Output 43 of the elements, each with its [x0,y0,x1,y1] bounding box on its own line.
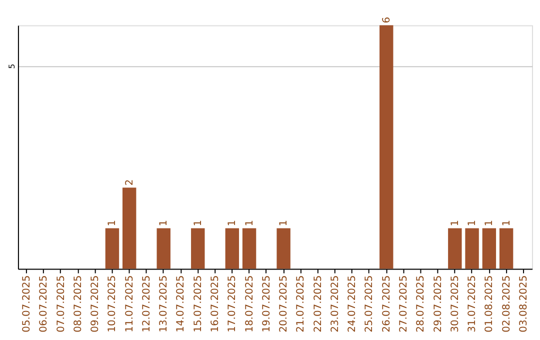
x-tick-label: 03.08.2025 [518,275,530,332]
x-tick-label: 26.07.2025 [381,275,392,332]
x-tick-label: 21.07.2025 [296,275,307,332]
x-tick-label: 08.07.2025 [72,275,84,332]
x-tick-label: 02.08.2025 [501,275,512,332]
x-tick-label: 28.07.2025 [416,275,427,332]
x-tick-label: 13.07.2025 [158,275,170,332]
x-tick-label: 16.07.2025 [210,275,222,332]
data-label: 1 [244,220,256,226]
x-tick-label: 20.07.2025 [278,275,290,332]
x-tick-label: 23.07.2025 [330,275,341,332]
data-label: 1 [278,220,290,226]
x-tick-label: 15.07.2025 [192,275,204,332]
x-tick-label: 19.07.2025 [261,275,272,332]
data-label: 1 [227,220,238,226]
x-tick-label: 12.07.2025 [141,275,152,332]
y-tick-label: 5 [7,64,16,69]
data-label: 2 [124,179,136,186]
x-tick-label: 07.07.2025 [56,275,67,332]
x-tick-label: 31.07.2025 [467,275,478,332]
x-tick-label: 17.07.2025 [227,275,238,332]
data-label: 1 [450,220,461,226]
x-tick-label: 09.07.2025 [90,275,102,332]
data-label: 1 [484,220,496,226]
x-tick-label: 14.07.2025 [176,275,187,332]
data-label: 1 [107,220,118,226]
data-label: 1 [192,220,204,226]
data-label: 1 [501,220,512,226]
data-label: 6 [381,16,392,24]
x-tick-label: 10.07.2025 [107,275,118,332]
x-tick-label: 30.07.2025 [450,275,461,332]
x-tick-label: 05.07.2025 [22,275,33,332]
x-tick-label: 29.07.2025 [432,275,444,332]
data-label: 1 [158,220,170,226]
x-tick-label: 11.07.2025 [124,275,136,332]
x-tick-label: 06.07.2025 [38,275,50,332]
x-tick-label: 01.08.2025 [484,275,496,332]
x-tick-label: 22.07.2025 [312,275,324,332]
x-tick-label: 18.07.2025 [244,275,256,332]
x-tick-label: 25.07.2025 [364,275,376,332]
x-tick-label: 27.07.2025 [398,275,410,332]
x-tick-label: 24.07.2025 [347,275,358,332]
data-label: 1 [467,220,478,226]
